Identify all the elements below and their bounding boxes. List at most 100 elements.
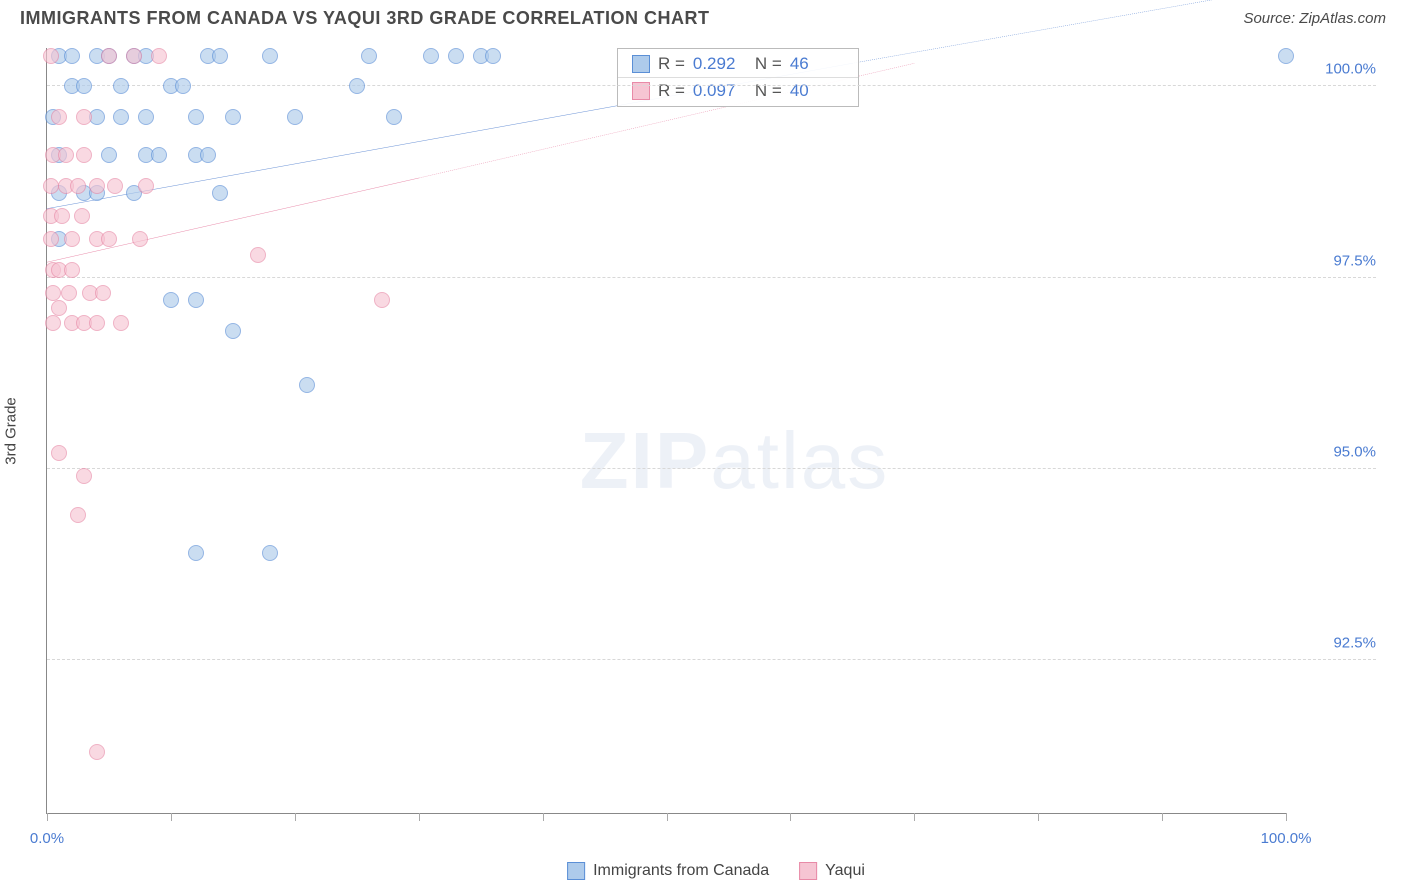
data-point	[423, 48, 439, 64]
x-tick	[790, 813, 791, 821]
gridline	[47, 468, 1376, 469]
data-point	[89, 178, 105, 194]
legend-swatch	[799, 862, 817, 880]
data-point	[51, 445, 67, 461]
data-point	[299, 377, 315, 393]
data-point	[225, 323, 241, 339]
watermark-zip: ZIP	[580, 416, 710, 505]
x-tick	[295, 813, 296, 821]
legend-label: Yaqui	[825, 862, 865, 880]
watermark-atlas: atlas	[710, 416, 889, 505]
data-point	[113, 78, 129, 94]
data-point	[485, 48, 501, 64]
stat-label: R =	[658, 54, 685, 74]
data-point	[64, 48, 80, 64]
watermark: ZIPatlas	[580, 415, 889, 507]
legend-label: Immigrants from Canada	[593, 862, 769, 880]
chart-container: 3rd Grade ZIPatlas R =0.292N =46R =0.097…	[46, 48, 1386, 844]
n-value: 40	[790, 81, 844, 101]
data-point	[262, 545, 278, 561]
data-point	[287, 109, 303, 125]
data-point	[138, 178, 154, 194]
data-point	[188, 109, 204, 125]
x-tick-label: 100.0%	[1261, 830, 1312, 847]
data-point	[58, 147, 74, 163]
x-tick	[1286, 813, 1287, 821]
x-tick	[914, 813, 915, 821]
x-tick	[667, 813, 668, 821]
data-point	[225, 109, 241, 125]
data-point	[43, 48, 59, 64]
data-point	[51, 109, 67, 125]
data-point	[163, 292, 179, 308]
stat-label: N =	[755, 81, 782, 101]
data-point	[200, 147, 216, 163]
legend-swatch	[567, 862, 585, 880]
data-point	[70, 507, 86, 523]
x-tick	[543, 813, 544, 821]
trend-lines	[47, 48, 1286, 813]
data-point	[76, 468, 92, 484]
data-point	[76, 147, 92, 163]
y-tick-label: 100.0%	[1296, 61, 1376, 78]
x-tick	[1162, 813, 1163, 821]
data-point	[188, 292, 204, 308]
stat-label: R =	[658, 81, 685, 101]
stats-legend-row: R =0.097N =40	[618, 77, 858, 104]
x-tick	[47, 813, 48, 821]
data-point	[386, 109, 402, 125]
data-point	[76, 109, 92, 125]
gridline	[47, 659, 1376, 660]
data-point	[89, 744, 105, 760]
r-value: 0.292	[693, 54, 747, 74]
data-point	[107, 178, 123, 194]
x-tick	[419, 813, 420, 821]
legend-item: Yaqui	[799, 862, 865, 880]
y-axis-label: 3rd Grade	[3, 397, 20, 465]
data-point	[95, 285, 111, 301]
stats-legend-row: R = 0.292 N = 46	[618, 51, 858, 77]
x-tick-label: 0.0%	[30, 830, 64, 847]
data-point	[151, 48, 167, 64]
data-point	[361, 48, 377, 64]
data-point	[132, 231, 148, 247]
data-point	[151, 147, 167, 163]
data-point	[43, 231, 59, 247]
data-point	[89, 315, 105, 331]
plot-area: 3rd Grade ZIPatlas R =0.292N =46R =0.097…	[46, 48, 1286, 814]
data-point	[349, 78, 365, 94]
data-point	[262, 48, 278, 64]
series-legend: Immigrants from Canada Yaqui	[567, 862, 865, 880]
x-tick	[171, 813, 172, 821]
data-point	[1278, 48, 1294, 64]
data-point	[54, 208, 70, 224]
data-point	[64, 262, 80, 278]
data-point	[188, 545, 204, 561]
x-tick	[1038, 813, 1039, 821]
legend-swatch	[632, 55, 650, 73]
data-point	[448, 48, 464, 64]
data-point	[126, 48, 142, 64]
gridline	[47, 277, 1376, 278]
stat-label: N =	[755, 54, 782, 74]
data-point	[113, 315, 129, 331]
n-value: 46	[790, 54, 844, 74]
data-point	[113, 109, 129, 125]
source-attribution: Source: ZipAtlas.com	[1243, 10, 1386, 27]
data-point	[74, 208, 90, 224]
data-point	[76, 78, 92, 94]
data-point	[61, 285, 77, 301]
data-point	[43, 178, 59, 194]
gridline	[47, 85, 1376, 86]
data-point	[45, 315, 61, 331]
data-point	[212, 48, 228, 64]
data-point	[175, 78, 191, 94]
data-point	[101, 48, 117, 64]
data-point	[101, 147, 117, 163]
header: IMMIGRANTS FROM CANADA VS YAQUI 3RD GRAD…	[0, 0, 1406, 41]
legend-item: Immigrants from Canada	[567, 862, 769, 880]
data-point	[45, 285, 61, 301]
stats-legend: R =0.292N =46R =0.097N =40	[617, 48, 859, 107]
data-point	[374, 292, 390, 308]
data-point	[64, 231, 80, 247]
